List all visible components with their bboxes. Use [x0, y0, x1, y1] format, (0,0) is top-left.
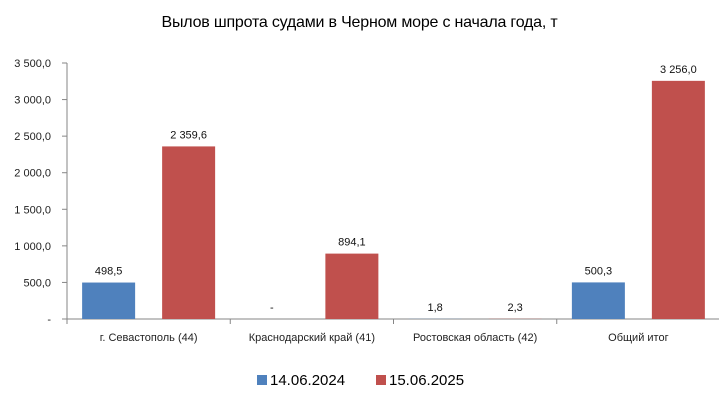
data-label: 3 256,0 — [660, 64, 697, 76]
legend-label: 15.06.2025 — [389, 372, 464, 389]
y-tick-label: - — [47, 314, 51, 326]
chart-legend: 14.06.2024 15.06.2025 — [257, 372, 464, 389]
y-tick-label: 1 500,0 — [14, 204, 51, 216]
bar — [571, 282, 625, 319]
data-label: 498,5 — [95, 266, 123, 278]
legend-swatch — [257, 375, 267, 385]
data-label: 500,3 — [585, 265, 613, 277]
chart-data-labels: 498,5 - 1,8 500,3 2 359,6 894,1 2,3 3 256,0 — [95, 64, 697, 314]
y-tick-label: 2 500,0 — [14, 131, 51, 143]
chart-axes: - 500,0 1 000,0 1 500,0 2 000,0 2 500,0 3 000,… — [14, 58, 719, 344]
data-label: 894,1 — [338, 237, 366, 249]
y-tick-label: 2 000,0 — [14, 168, 51, 180]
data-label: 2 359,6 — [170, 129, 207, 141]
y-tick-label: 500,0 — [23, 277, 51, 289]
bar — [325, 253, 379, 319]
x-tick-label: Краснодарский край (41) — [249, 332, 375, 344]
bar — [651, 80, 705, 319]
y-tick-label: 3 000,0 — [14, 95, 51, 107]
y-tick-label: 1 000,0 — [14, 241, 51, 253]
bar — [82, 282, 136, 319]
data-label: 1,8 — [427, 302, 442, 314]
legend-label: 14.06.2024 — [270, 372, 345, 389]
x-tick-label: г. Севастополь (44) — [100, 332, 198, 344]
chart-bars — [82, 80, 705, 319]
y-tick-label: 3 500,0 — [14, 58, 51, 70]
x-tick-label: Общий итог — [608, 332, 668, 344]
bar — [162, 146, 216, 319]
legend-swatch — [376, 375, 386, 385]
x-tick-label: Ростовская область (42) — [413, 332, 537, 344]
data-label: 2,3 — [507, 302, 522, 314]
data-label: - — [270, 302, 274, 314]
chart-title: Вылов шпрота судами в Черном море с нача… — [161, 14, 558, 31]
